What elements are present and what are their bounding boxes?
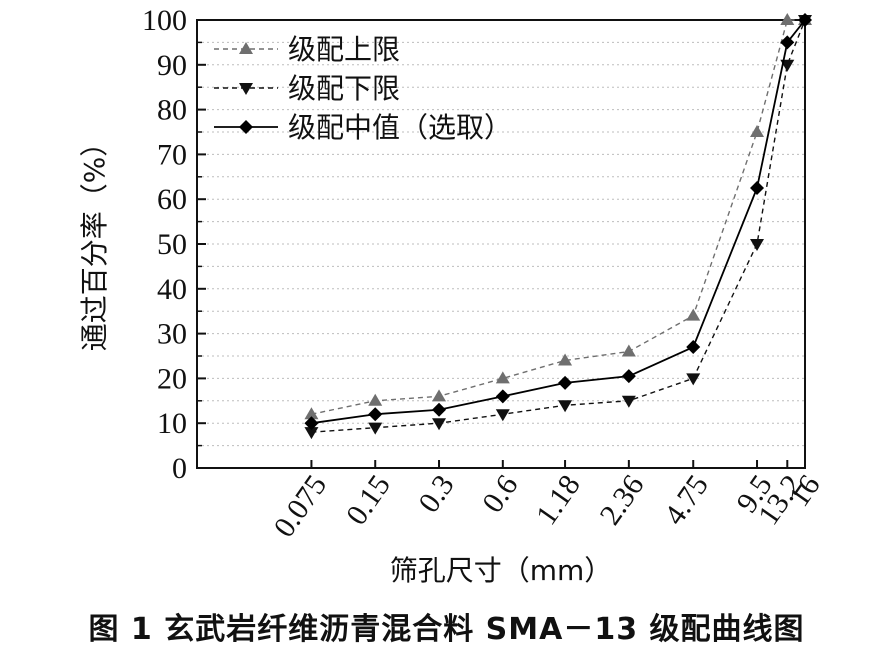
x-tick-label: 1.18	[530, 469, 587, 531]
data-point	[558, 400, 573, 413]
series-line	[311, 19, 805, 415]
y-tick-label: 90	[157, 49, 187, 82]
data-point	[495, 389, 510, 404]
data-point	[750, 125, 765, 137]
grading-curve-chart: 0 10 20 30 40 50 60 70 80 90 100 0.075 0.15 0.3 0.6 1.1…	[78, 4, 827, 587]
y-tick-label: 100	[142, 4, 187, 37]
data-point	[621, 344, 636, 357]
data-point	[368, 422, 383, 435]
data-point	[621, 369, 636, 384]
legend-label: 级配中值（选取）	[288, 111, 512, 144]
y-tick-label: 20	[157, 362, 187, 395]
series-line	[311, 19, 806, 425]
data-point	[432, 389, 447, 402]
legend-marker	[239, 42, 253, 54]
data-point	[686, 308, 701, 321]
series-3	[304, 13, 812, 431]
data-point	[621, 395, 636, 408]
y-tick-label: 30	[157, 318, 187, 351]
series-1	[304, 13, 812, 420]
data-point	[558, 375, 573, 390]
data-point	[495, 409, 510, 422]
data-point	[686, 340, 701, 355]
data-point	[368, 393, 383, 406]
series-lines	[304, 13, 812, 440]
data-point	[750, 239, 765, 251]
data-point	[798, 13, 812, 27]
data-point	[750, 181, 765, 195]
y-tick-label: 70	[157, 138, 187, 171]
x-tick-label: 0.3	[412, 469, 461, 519]
data-point	[368, 407, 383, 422]
x-tick-label: 0.075	[267, 469, 333, 543]
y-tick-label: 40	[157, 273, 187, 306]
data-point	[304, 416, 319, 431]
y-tick-label: 0	[172, 452, 187, 485]
x-tick-label: 0.15	[340, 469, 397, 531]
data-point	[304, 427, 319, 440]
y-tick-label: 80	[157, 94, 187, 127]
legend-marker	[239, 120, 253, 134]
y-tick-label: 10	[157, 407, 187, 440]
data-point	[686, 373, 701, 386]
x-axis-title: 筛孔尺寸（mm）	[390, 554, 613, 587]
figure-caption: 图 1 玄武岩纤维沥青混合料 SMA－13 级配曲线图	[88, 612, 805, 647]
legend-item: 级配中值（选取）	[214, 111, 512, 144]
data-point	[432, 402, 447, 417]
data-point	[780, 13, 795, 25]
legend-label: 级配上限	[288, 33, 400, 66]
legend-item: 级配下限	[214, 72, 400, 105]
y-tick-label: 50	[157, 228, 187, 261]
legend-item: 级配上限	[214, 33, 400, 66]
y-axis-title: 通过百分率（%）	[78, 129, 111, 352]
gridlines	[197, 41, 805, 447]
data-point	[432, 418, 447, 431]
data-point	[495, 371, 510, 384]
legend-label: 级配下限	[288, 72, 400, 105]
x-tick-label: 2.36	[593, 469, 650, 531]
y-tick-label: 60	[157, 183, 187, 216]
data-point	[558, 353, 573, 366]
legend-marker	[239, 83, 253, 95]
x-tick-label: 4.75	[658, 469, 715, 531]
x-tick-label: 0.6	[476, 469, 525, 519]
data-point	[304, 407, 319, 420]
data-point	[780, 35, 795, 50]
